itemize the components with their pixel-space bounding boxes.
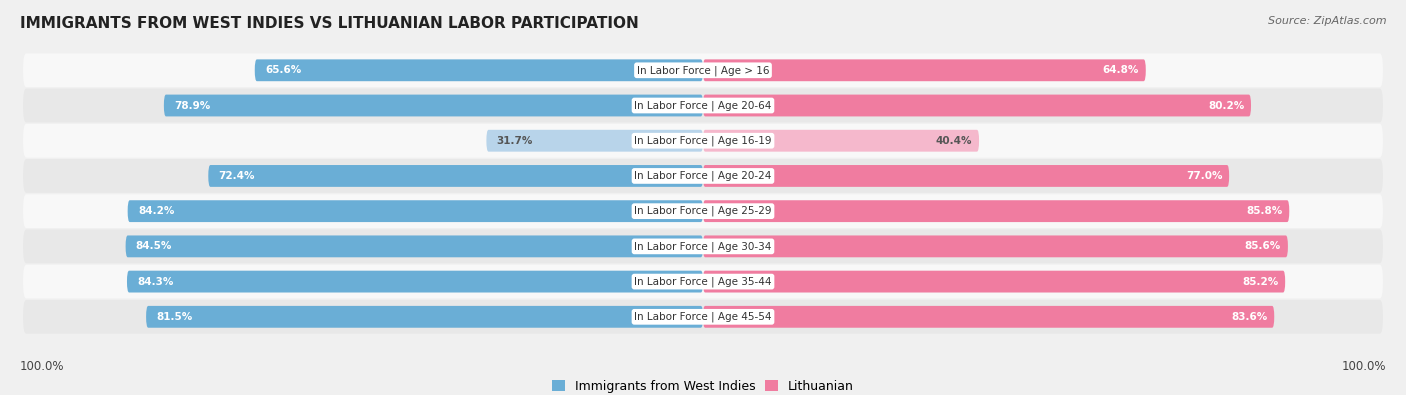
Text: 65.6%: 65.6% — [264, 65, 301, 75]
FancyBboxPatch shape — [128, 200, 703, 222]
FancyBboxPatch shape — [22, 194, 1384, 228]
Text: In Labor Force | Age 20-24: In Labor Force | Age 20-24 — [634, 171, 772, 181]
FancyBboxPatch shape — [22, 265, 1384, 299]
Text: 85.6%: 85.6% — [1244, 241, 1281, 251]
FancyBboxPatch shape — [165, 94, 703, 117]
Text: 40.4%: 40.4% — [936, 136, 972, 146]
FancyBboxPatch shape — [703, 165, 1229, 187]
FancyBboxPatch shape — [703, 130, 979, 152]
Text: 84.5%: 84.5% — [136, 241, 172, 251]
Text: 72.4%: 72.4% — [218, 171, 254, 181]
FancyBboxPatch shape — [22, 88, 1384, 122]
FancyBboxPatch shape — [22, 124, 1384, 158]
FancyBboxPatch shape — [127, 271, 703, 293]
Text: 85.8%: 85.8% — [1246, 206, 1282, 216]
FancyBboxPatch shape — [703, 235, 1288, 257]
FancyBboxPatch shape — [22, 300, 1384, 334]
FancyBboxPatch shape — [22, 229, 1384, 263]
Text: In Labor Force | Age 45-54: In Labor Force | Age 45-54 — [634, 312, 772, 322]
FancyBboxPatch shape — [146, 306, 703, 328]
Text: 77.0%: 77.0% — [1185, 171, 1222, 181]
Text: In Labor Force | Age 25-29: In Labor Force | Age 25-29 — [634, 206, 772, 216]
FancyBboxPatch shape — [22, 53, 1384, 87]
Text: 100.0%: 100.0% — [1341, 360, 1386, 373]
Text: IMMIGRANTS FROM WEST INDIES VS LITHUANIAN LABOR PARTICIPATION: IMMIGRANTS FROM WEST INDIES VS LITHUANIA… — [20, 16, 638, 31]
Text: In Labor Force | Age > 16: In Labor Force | Age > 16 — [637, 65, 769, 75]
Text: 81.5%: 81.5% — [156, 312, 193, 322]
Text: In Labor Force | Age 35-44: In Labor Force | Age 35-44 — [634, 276, 772, 287]
Text: 84.2%: 84.2% — [138, 206, 174, 216]
Text: In Labor Force | Age 20-64: In Labor Force | Age 20-64 — [634, 100, 772, 111]
Text: 100.0%: 100.0% — [20, 360, 65, 373]
FancyBboxPatch shape — [208, 165, 703, 187]
Text: Source: ZipAtlas.com: Source: ZipAtlas.com — [1268, 16, 1386, 26]
Text: 64.8%: 64.8% — [1102, 65, 1139, 75]
FancyBboxPatch shape — [703, 59, 1146, 81]
FancyBboxPatch shape — [486, 130, 703, 152]
FancyBboxPatch shape — [703, 200, 1289, 222]
Text: In Labor Force | Age 16-19: In Labor Force | Age 16-19 — [634, 135, 772, 146]
FancyBboxPatch shape — [703, 271, 1285, 293]
FancyBboxPatch shape — [22, 159, 1384, 193]
Text: 85.2%: 85.2% — [1241, 276, 1278, 287]
FancyBboxPatch shape — [703, 306, 1274, 328]
Text: 84.3%: 84.3% — [138, 276, 173, 287]
Text: 80.2%: 80.2% — [1208, 100, 1244, 111]
FancyBboxPatch shape — [703, 94, 1251, 117]
FancyBboxPatch shape — [125, 235, 703, 257]
Text: 31.7%: 31.7% — [496, 136, 533, 146]
Text: In Labor Force | Age 30-34: In Labor Force | Age 30-34 — [634, 241, 772, 252]
Legend: Immigrants from West Indies, Lithuanian: Immigrants from West Indies, Lithuanian — [547, 375, 859, 395]
Text: 83.6%: 83.6% — [1232, 312, 1267, 322]
Text: 78.9%: 78.9% — [174, 100, 211, 111]
FancyBboxPatch shape — [254, 59, 703, 81]
